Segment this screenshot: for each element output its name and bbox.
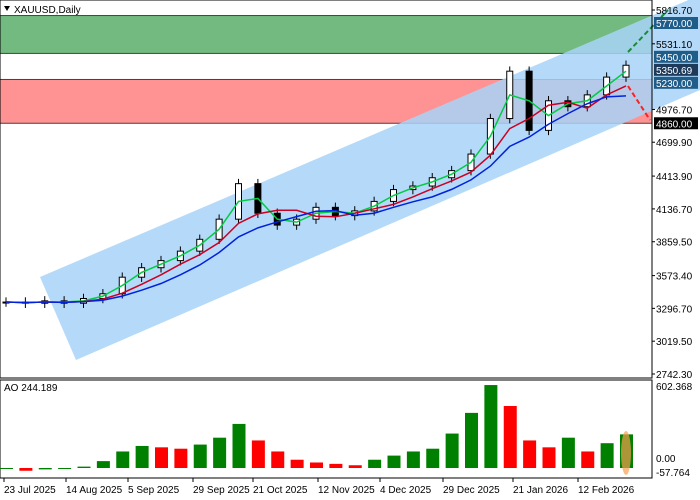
ao-bar	[542, 447, 556, 468]
price-level-label: 5350.69	[656, 66, 693, 77]
price-tick: 3296.70	[656, 304, 693, 315]
ao-bar	[213, 437, 227, 468]
ao-bar	[58, 468, 72, 469]
main-pane-border	[0, 0, 653, 379]
ao-bar	[232, 423, 246, 468]
price-level-badge	[654, 17, 698, 29]
symbol-dropdown-icon[interactable]	[4, 6, 10, 11]
ao-bar	[581, 451, 595, 468]
price-level-label: 5450.00	[656, 53, 693, 64]
date-tick: 5 Sep 2025	[128, 485, 180, 496]
ao-bar	[116, 451, 130, 468]
ao-pane-border	[0, 379, 653, 479]
ao-bar	[503, 405, 517, 468]
date-tick: 14 Aug 2025	[66, 485, 123, 496]
ao-bar	[600, 443, 614, 468]
ao-tick: 0.00	[656, 454, 676, 465]
ao-bar	[387, 455, 401, 468]
ao-bar	[426, 448, 440, 468]
moving-average-0	[5, 70, 627, 304]
ao-bar	[251, 440, 265, 468]
ao-bar	[19, 468, 33, 471]
ao-bar	[445, 433, 459, 468]
ao-bar	[561, 437, 575, 468]
price-level-badge	[654, 63, 698, 76]
date-tick: 4 Dec 2025	[380, 485, 432, 496]
ao-bar	[77, 466, 91, 468]
ao-bar	[96, 461, 110, 468]
price-tick: 3019.50	[656, 337, 693, 348]
moving-average-1	[5, 85, 627, 304]
zone-0	[0, 15, 653, 54]
date-tick: 23 Jul 2025	[4, 485, 56, 496]
ao-bar	[271, 451, 285, 468]
price-level-label: 4860.00	[656, 119, 693, 130]
ao-tick: -57.764	[656, 468, 690, 479]
price-tick: 2742.30	[656, 370, 693, 381]
price-tick: 5816.70	[656, 6, 693, 17]
price-tick: 4976.70	[656, 105, 693, 116]
ao-bar	[38, 468, 52, 470]
ao-bar	[193, 444, 207, 468]
ao-bar	[174, 448, 188, 468]
ao-bar	[290, 459, 304, 468]
ao-bar	[135, 445, 149, 468]
price-level-badge	[654, 50, 698, 63]
price-tick: 5531.10	[656, 40, 693, 51]
date-tick: 12 Feb 2026	[578, 485, 635, 496]
price-tick: 4413.90	[656, 172, 693, 183]
price-tick: 4699.90	[656, 138, 693, 149]
price-tick: 4136.70	[656, 205, 693, 216]
price-level-badge	[654, 76, 698, 89]
date-tick: 21 Oct 2025	[253, 485, 308, 496]
price-level-label: 5770.00	[656, 19, 693, 30]
price-level-badge	[654, 117, 698, 130]
date-tick: 29 Dec 2025	[443, 485, 500, 496]
ao-bar	[310, 462, 323, 468]
ao-bar	[329, 463, 343, 468]
ao-bar	[155, 447, 168, 468]
ao-bar	[368, 459, 382, 468]
ao-tick: 602.368	[656, 382, 693, 393]
date-tick: 12 Nov 2025	[318, 485, 375, 496]
price-tick: 3573.40	[656, 272, 693, 283]
price-channel	[40, 0, 700, 360]
price-level-label: 5230.00	[656, 79, 693, 90]
ao-bar	[523, 440, 537, 468]
date-tick: 21 Jan 2026	[513, 485, 568, 496]
date-tick: 29 Sep 2025	[193, 485, 250, 496]
ao-label: AO 244.189	[4, 383, 58, 394]
ao-bar	[0, 468, 13, 469]
chart-title: XAUUSD,Daily	[14, 5, 81, 16]
forecast-down-arrow	[627, 85, 651, 121]
ao-bar	[406, 451, 420, 468]
ao-highlight	[621, 431, 631, 475]
moving-average-2	[5, 95, 627, 304]
ao-bar	[465, 412, 478, 468]
price-tick: 3859.50	[656, 238, 693, 249]
ao-bar	[348, 465, 362, 468]
ao-bar	[484, 385, 498, 468]
